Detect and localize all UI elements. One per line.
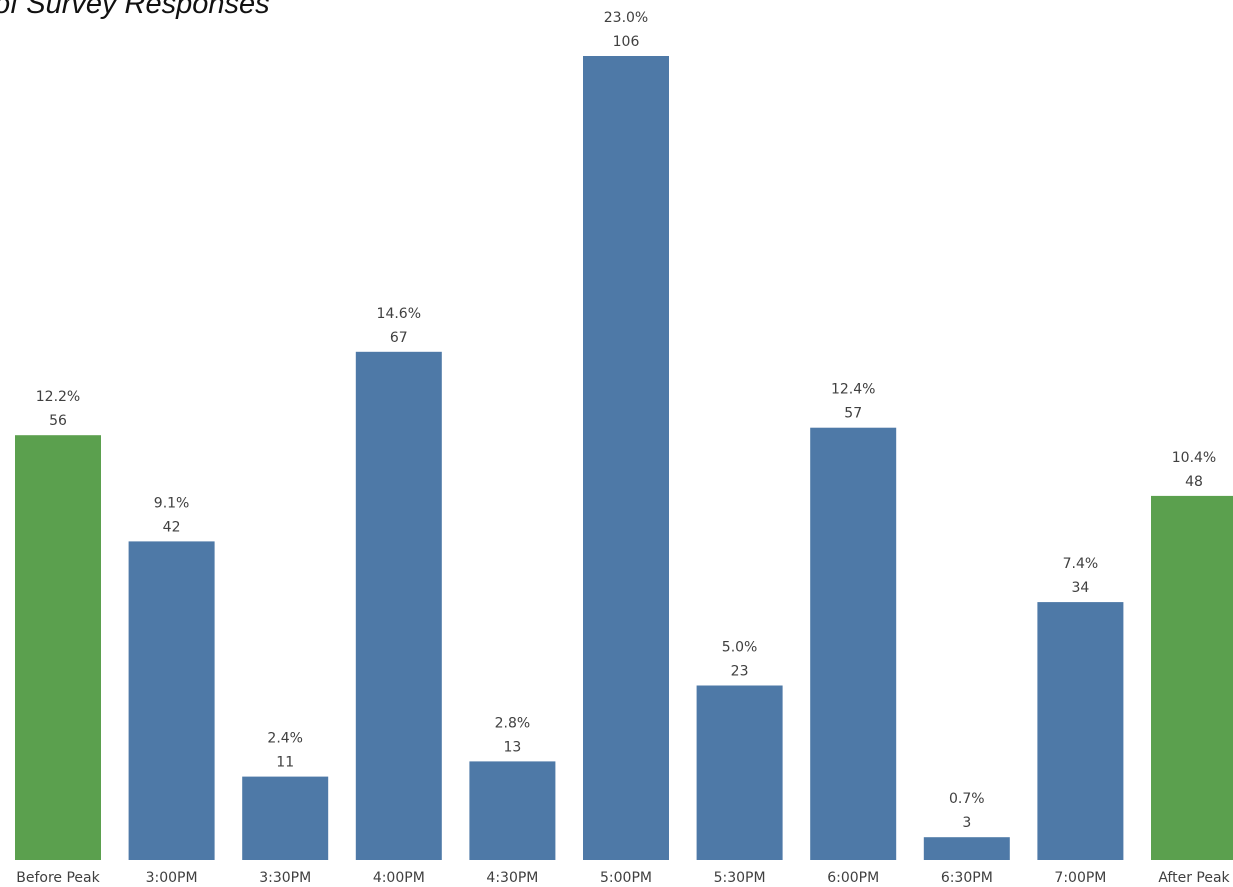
- value-label-6: 23: [731, 664, 749, 680]
- percent-label-5: 23.0%: [604, 10, 648, 26]
- category-label-9: 7:00PM: [1054, 870, 1106, 886]
- bar-10: [1151, 495, 1233, 860]
- value-label-0: 56: [49, 413, 67, 429]
- percent-label-10: 10.4%: [1172, 450, 1216, 466]
- value-label-7: 57: [844, 406, 862, 422]
- percent-label-0: 12.2%: [36, 389, 80, 405]
- bar-4: [469, 761, 556, 860]
- category-label-7: 6:00PM: [827, 870, 879, 886]
- percent-label-2: 2.4%: [267, 731, 303, 747]
- bar-9: [1037, 602, 1124, 860]
- category-label-1: 3:00PM: [146, 870, 198, 886]
- percent-label-9: 7.4%: [1063, 556, 1099, 572]
- percent-label-4: 2.8%: [495, 715, 531, 731]
- bar-0: [15, 435, 101, 860]
- bar-6: [696, 685, 783, 860]
- bar-2: [242, 776, 329, 860]
- percent-label-7: 12.4%: [831, 382, 875, 398]
- category-label-8: 6:30PM: [941, 870, 993, 886]
- percent-label-8: 0.7%: [949, 791, 985, 807]
- value-label-9: 34: [1071, 580, 1089, 596]
- category-label-5: 5:00PM: [600, 870, 652, 886]
- value-label-1: 42: [163, 519, 181, 535]
- value-label-3: 67: [390, 330, 408, 346]
- category-label-0: Before Peak: [16, 870, 100, 886]
- bar-5: [583, 56, 669, 860]
- chart-title: of Survey Responses: [0, 0, 270, 20]
- bar-7: [810, 427, 897, 860]
- category-label-2: 3:30PM: [259, 870, 311, 886]
- value-label-10: 48: [1185, 474, 1203, 490]
- value-label-5: 106: [613, 34, 640, 50]
- category-label-4: 4:30PM: [486, 870, 538, 886]
- category-label-3: 4:00PM: [373, 870, 425, 886]
- bar-8: [923, 837, 1010, 860]
- value-label-8: 3: [962, 815, 971, 831]
- percent-label-1: 9.1%: [154, 495, 190, 511]
- percent-label-3: 14.6%: [377, 306, 421, 322]
- bar-1: [128, 541, 215, 860]
- value-label-2: 11: [276, 755, 294, 771]
- category-label-6: 5:30PM: [714, 870, 766, 886]
- bar-3: [355, 351, 442, 860]
- percent-label-6: 5.0%: [722, 640, 758, 656]
- category-label-10: After Peak: [1158, 870, 1230, 886]
- value-label-4: 13: [503, 739, 521, 755]
